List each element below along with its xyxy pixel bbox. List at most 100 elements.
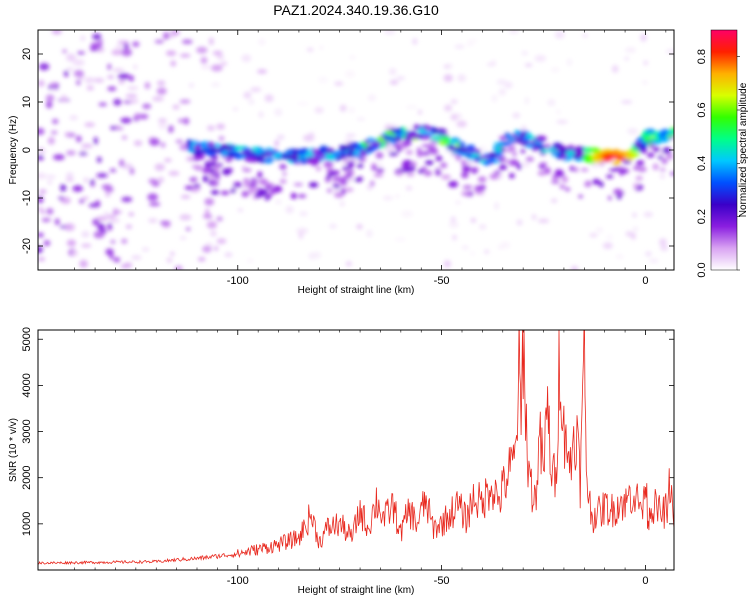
- heatmap-cell: [595, 227, 604, 233]
- heatmap-cell: [72, 185, 84, 192]
- heatmap-cell: [615, 254, 624, 260]
- heatmap-cell: [243, 91, 252, 99]
- heatmap-cell: [517, 166, 522, 170]
- heatmap-cell: [435, 170, 442, 176]
- heatmap-cell: [158, 118, 167, 124]
- heatmap-cell: [389, 123, 399, 127]
- heatmap-cell: [544, 167, 551, 175]
- heatmap-cell: [429, 141, 439, 145]
- heatmap-cell: [118, 79, 125, 85]
- heatmap-cell: [75, 135, 82, 143]
- heatmap-cell: [667, 130, 674, 134]
- heatmap-cell: [423, 170, 433, 177]
- heatmap-cell: [218, 136, 225, 141]
- heatmap-cell: [69, 115, 78, 121]
- heatmap-cell: [211, 180, 218, 187]
- heatmap-cell: [580, 167, 589, 172]
- colorbar-tick-label: 0.6: [696, 102, 708, 117]
- heatmap-cell: [209, 173, 214, 180]
- heatmap-cell: [326, 188, 333, 193]
- heatmap-cell: [483, 161, 491, 166]
- heatmap-cell: [66, 53, 76, 62]
- heatmap-cell: [282, 171, 287, 176]
- heatmap-cell: [456, 120, 467, 128]
- snr-panel: -100 -50 0 1000 2000 3000 4000 5000 Height of s…: [8, 327, 675, 596]
- heatmap-cell: [479, 224, 487, 230]
- heatmap-cell: [632, 212, 637, 218]
- heatmap-cell: [256, 69, 268, 74]
- heatmap-cell: [196, 46, 208, 54]
- heatmap-cell: [251, 146, 260, 152]
- heatmap-cell: [180, 195, 191, 199]
- heatmap-cell: [158, 121, 167, 130]
- heatmap-cell: [326, 153, 332, 160]
- heatmap-cell: [49, 82, 58, 87]
- heatmap-cell: [599, 181, 604, 188]
- x-tick-label: -50: [434, 275, 450, 287]
- colorbar-gradient: [710, 29, 738, 271]
- heatmap-cell: [475, 148, 481, 154]
- heatmap-cell: [101, 184, 113, 190]
- heatmap-cell: [339, 201, 345, 207]
- heatmap-cell: [509, 30, 519, 34]
- colorbar-label: Normalized spectral amplitude: [738, 82, 749, 217]
- heatmap-cell: [431, 127, 438, 134]
- heatmap-cell: [78, 151, 88, 156]
- heatmap-cell: [123, 262, 133, 268]
- spectrogram-frame: [37, 29, 675, 271]
- heatmap-cell: [504, 81, 513, 89]
- heatmap-cell: [250, 179, 258, 184]
- heatmap-cell: [289, 154, 300, 161]
- heatmap-cell: [537, 170, 547, 176]
- heatmap-cell: [451, 180, 458, 185]
- heatmap-cell: [648, 258, 659, 263]
- heatmap-cell: [366, 229, 373, 238]
- heatmap-cell: [81, 243, 92, 248]
- heatmap-cell: [115, 126, 124, 130]
- heatmap-cell: [175, 139, 184, 144]
- heatmap-cell: [120, 117, 132, 124]
- heatmap-cell: [62, 49, 67, 54]
- heatmap-cell: [148, 178, 158, 184]
- heatmap-cell: [665, 48, 674, 55]
- heatmap-cell: [107, 86, 117, 92]
- heatmap-cell: [298, 148, 308, 153]
- heatmap-cell: [184, 185, 194, 190]
- heatmap-cell: [129, 167, 135, 175]
- heatmap-cell: [356, 145, 365, 151]
- heatmap-cell: [109, 168, 117, 173]
- heatmap-cell: [241, 150, 251, 155]
- heatmap-cell: [521, 51, 528, 56]
- heatmap-cell: [65, 172, 74, 179]
- heatmap-cell: [80, 35, 86, 42]
- snr-frame: [37, 329, 675, 571]
- heatmap-cell: [358, 157, 367, 162]
- heatmap-cell: [157, 176, 165, 183]
- heatmap-cell: [479, 145, 488, 153]
- heatmap-cell: [46, 208, 54, 215]
- snr-series-line: [38, 330, 674, 565]
- heatmap-cell: [84, 122, 96, 128]
- heatmap-cell: [147, 193, 159, 202]
- heatmap-cell: [279, 164, 287, 170]
- heatmap-cell: [205, 208, 210, 216]
- heatmap-cell: [38, 147, 45, 152]
- heatmap-cell: [406, 172, 415, 177]
- heatmap-cell: [555, 109, 561, 115]
- heatmap-cell: [179, 53, 191, 58]
- heatmap-cell: [258, 38, 266, 46]
- heatmap-cell: [64, 131, 71, 137]
- heatmap-cell: [472, 168, 477, 174]
- heatmap-cell: [45, 175, 56, 179]
- heatmap-cell: [637, 166, 647, 172]
- heatmap-cell: [63, 70, 69, 77]
- heatmap-cell: [38, 79, 45, 87]
- heatmap-cell: [533, 144, 545, 149]
- heatmap-cell: [371, 141, 383, 147]
- x-tick-label: -100: [227, 275, 249, 287]
- heatmap-cell: [373, 173, 384, 178]
- heatmap-cell: [356, 224, 363, 230]
- heatmap-cell: [280, 153, 287, 159]
- colorbar-tick-label: 0.8: [696, 49, 708, 64]
- heatmap-cell: [388, 151, 399, 156]
